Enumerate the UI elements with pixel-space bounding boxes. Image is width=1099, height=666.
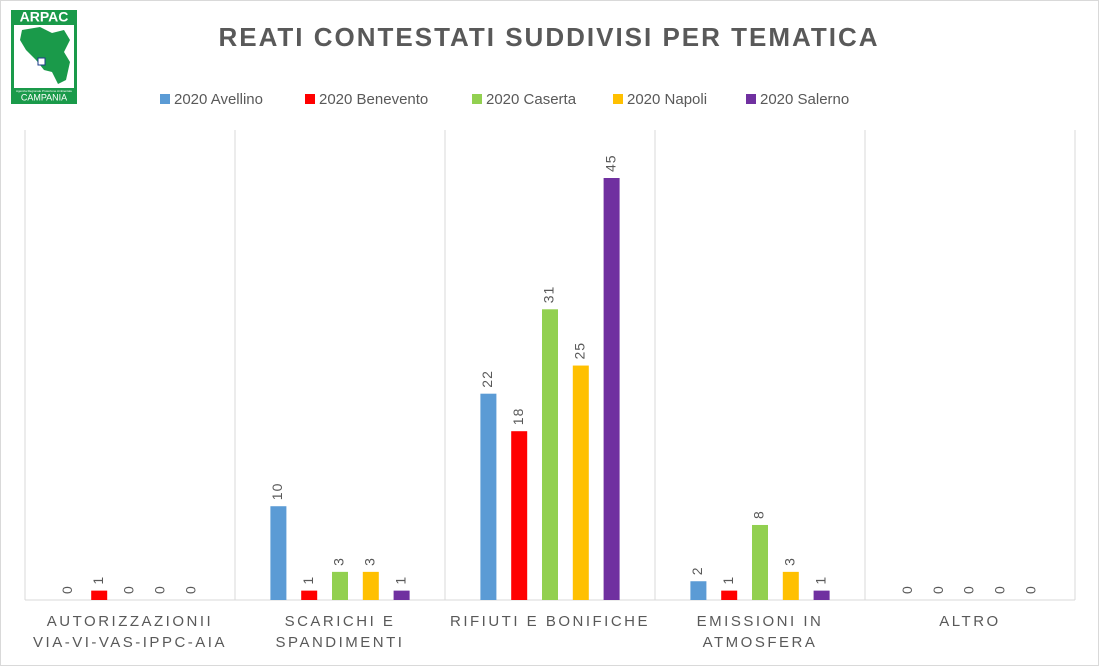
legend-swatch: [160, 94, 170, 104]
data-label: 0: [121, 585, 137, 594]
logo: ARPAC Agenzia Regionale Protezione Ambie…: [11, 9, 77, 104]
data-label: 10: [269, 483, 285, 501]
data-label: 8: [751, 510, 767, 519]
data-label: 0: [182, 585, 198, 594]
data-label: 1: [812, 576, 828, 585]
logo-emblem: [37, 57, 46, 66]
bar: [721, 590, 738, 600]
data-label: 0: [1022, 585, 1038, 594]
data-label: 45: [602, 154, 618, 172]
data-label: 22: [479, 370, 495, 388]
data-label: 3: [362, 557, 378, 566]
legend-swatch: [305, 94, 315, 104]
bar: [782, 571, 799, 600]
legend-label: 2020 Salerno: [760, 91, 849, 108]
data-label: 2: [689, 566, 705, 575]
x-tick-label: SCARICHI E SPANDIMENTI: [275, 613, 405, 651]
data-label: 0: [992, 585, 1008, 594]
data-label: 1: [300, 576, 316, 585]
bar: [603, 178, 620, 600]
chart-title: REATI CONTESTATI SUDDIVISI PER TEMATICA: [218, 22, 879, 52]
x-tick-label: RIFIUTI E BONIFICHE: [450, 613, 651, 630]
x-tick-label: AUTORIZZAZIONII VIA-VI-VAS-IPPC-AIA: [33, 613, 227, 651]
data-label: 0: [899, 585, 915, 594]
bar: [572, 365, 589, 600]
x-tick-label: EMISSIONI IN ATMOSFERA: [696, 613, 824, 651]
logo-tagline: Agenzia Regionale Protezione Ambientale: [16, 89, 72, 93]
legend-swatch: [613, 94, 623, 104]
legend-label: 2020 Caserta: [486, 91, 577, 108]
bar: [480, 393, 497, 600]
legend-swatch: [472, 94, 482, 104]
x-tick-label: ALTRO: [939, 613, 1001, 630]
data-label: 0: [59, 585, 75, 594]
bar: [362, 571, 379, 600]
logo-name: ARPAC: [20, 9, 69, 25]
logo-map: [20, 27, 70, 84]
data-label: 1: [392, 576, 408, 585]
data-label: 25: [572, 342, 588, 360]
data-label: 18: [510, 408, 526, 426]
data-label: 0: [961, 585, 977, 594]
bar: [511, 431, 528, 600]
data-label: 1: [90, 576, 106, 585]
logo-region: CAMPANIA: [21, 92, 67, 102]
data-label: 3: [782, 557, 798, 566]
bar: [91, 590, 108, 600]
bar: [393, 590, 410, 600]
legend-swatch: [746, 94, 756, 104]
bar: [690, 581, 707, 600]
data-label: 3: [331, 557, 347, 566]
bar: [332, 571, 348, 600]
data-label: 1: [720, 576, 736, 585]
bar: [301, 590, 318, 600]
bar: [813, 590, 830, 600]
bar: [542, 309, 558, 600]
data-label: 0: [930, 585, 946, 594]
legend-label: 2020 Avellino: [174, 91, 263, 108]
bar: [752, 524, 768, 600]
bar: [270, 506, 287, 600]
data-label: 31: [541, 286, 557, 304]
legend-label: 2020 Napoli: [627, 91, 707, 108]
legend-label: 2020 Benevento: [319, 91, 428, 108]
data-label: 0: [152, 585, 168, 594]
